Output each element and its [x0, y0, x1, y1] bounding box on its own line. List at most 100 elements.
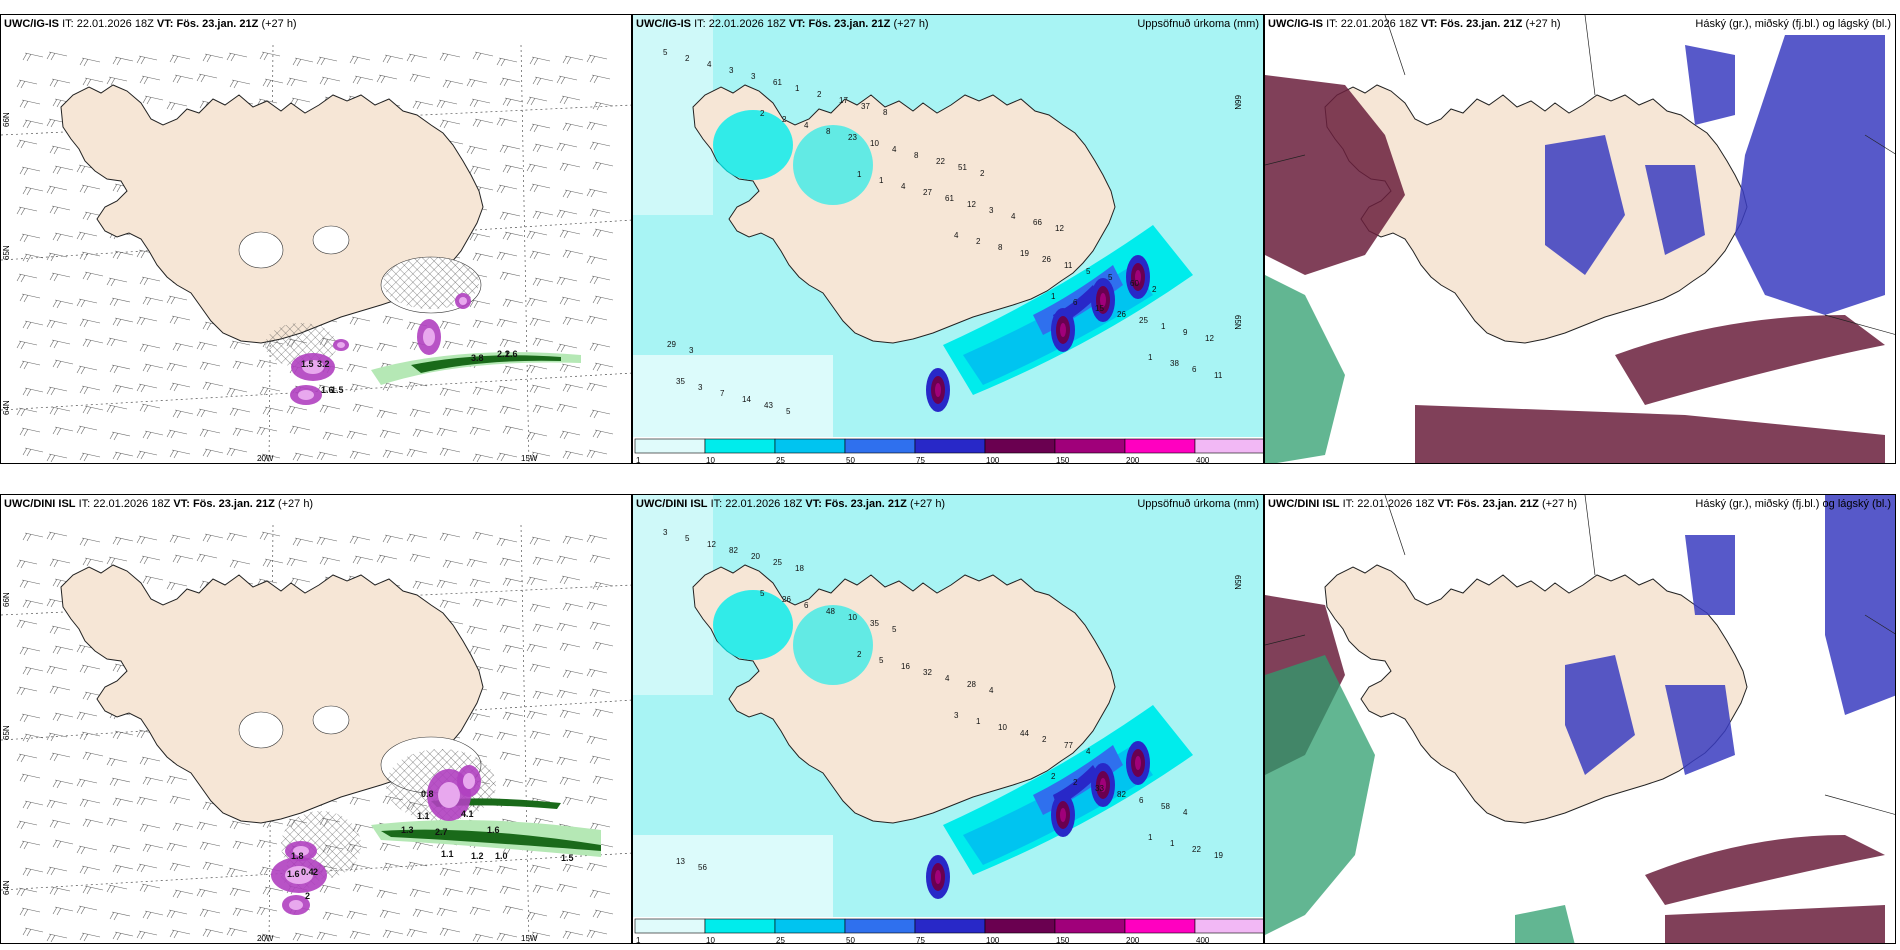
wind-barb-flag	[436, 99, 442, 108]
wind-barb-flag	[50, 454, 56, 463]
wind-barb-flag	[353, 931, 359, 940]
wind-barb-flag	[413, 554, 419, 563]
wind-barb-flag	[596, 709, 602, 718]
wind-barb	[534, 690, 554, 696]
wind-barb-flag	[409, 888, 415, 897]
wind-barb-flag	[409, 553, 415, 562]
wind-barb-flag	[406, 53, 412, 62]
wind-barb-flag	[470, 146, 476, 155]
wind-barb-flag	[286, 557, 292, 566]
convective-core	[302, 360, 324, 374]
wind-barb-flag	[499, 557, 505, 566]
wind-barb-flag	[496, 664, 502, 673]
wind-barb-flag	[79, 537, 85, 546]
precip-value-label: 1	[857, 170, 862, 179]
wind-barb-flag	[53, 559, 59, 568]
wind-barb-flag	[470, 79, 476, 88]
wind-barb	[24, 532, 44, 538]
wind-barb-flag	[353, 56, 359, 65]
wind-barb-flag	[532, 76, 538, 85]
wind-barb	[468, 339, 488, 345]
precip-cell-peak	[1100, 778, 1106, 792]
wind-barb	[54, 712, 74, 718]
wind-barb-flag	[20, 274, 26, 283]
wind-barb	[378, 409, 398, 415]
wind-barb-flag	[46, 118, 52, 127]
wind-barb-flag	[469, 426, 475, 435]
wind-barb-flag	[170, 430, 176, 439]
wind-barb	[21, 773, 41, 779]
wind-barb-flag	[233, 560, 239, 569]
wind-barb	[204, 928, 224, 934]
wind-barb-flag	[53, 273, 59, 282]
wind-barb-flag	[593, 75, 599, 84]
wind-barb-flag	[83, 319, 89, 328]
wind-barb-flag	[353, 317, 359, 326]
wind-barb	[261, 51, 281, 57]
wind-barb-flag	[113, 432, 119, 441]
wind-barb-flag	[20, 754, 26, 763]
wind-barb	[198, 888, 218, 894]
wind-barb-flag	[536, 338, 542, 347]
wind-barb	[531, 250, 551, 256]
wind-barb	[471, 645, 491, 651]
wind-barb-flag	[139, 403, 145, 412]
wind-barb	[561, 642, 581, 648]
strong-wind-band	[371, 352, 581, 385]
wind-barb	[588, 255, 608, 261]
precip-value-label: 1	[1051, 292, 1056, 301]
wind-barb-flag	[593, 622, 599, 631]
wind-barb-flag	[442, 79, 448, 88]
wind-barb	[24, 867, 44, 873]
wind-barb	[564, 863, 584, 869]
wind-barb	[51, 145, 71, 151]
wind-barb	[231, 820, 251, 826]
wind-barb-flag	[293, 426, 299, 435]
wind-barb	[111, 844, 131, 850]
wind-barb	[528, 96, 548, 102]
wind-barb-flag	[76, 778, 82, 787]
wind-barb	[318, 384, 338, 390]
wind-barb	[564, 930, 584, 936]
wind-barb-flag	[530, 298, 536, 307]
wind-barb-flag	[473, 646, 479, 655]
wind-barb-flag	[86, 886, 92, 895]
wind-barb	[561, 430, 581, 436]
wind-barb-flag	[26, 254, 32, 263]
wind-barb	[378, 889, 398, 895]
precip-value-label: 12	[1055, 224, 1064, 233]
wind-barb	[24, 186, 44, 192]
wind-barb-flag	[169, 795, 175, 804]
wind-barb-flag	[146, 297, 152, 306]
wind-barb-flag	[172, 554, 178, 563]
glacier	[312, 225, 350, 255]
wind-barb-flag	[262, 886, 268, 895]
wind-barb	[54, 299, 74, 305]
wind-barb	[354, 75, 374, 81]
wind-barb-flag	[499, 144, 505, 153]
wind-barb-flag	[50, 599, 56, 608]
wind-barb-flag	[586, 862, 592, 871]
wind-barb-flag	[590, 930, 596, 939]
wind-barb	[534, 143, 554, 149]
wind-barb	[168, 101, 188, 107]
precip-value-label: 2	[817, 90, 822, 99]
wind-barb-flag	[26, 868, 32, 877]
wind-barb-flag	[532, 623, 538, 632]
wind-barb	[504, 577, 524, 583]
wind-barb-flag	[352, 555, 358, 564]
wind-barb-flag	[259, 933, 265, 942]
panel-dini-precip: UWC/DINI ISL IT: 22.01.2026 18Z VT: Fös.…	[632, 494, 1264, 944]
wind-barb-flag	[76, 298, 82, 307]
wind-barb-flag	[379, 842, 385, 851]
precip-value-label: 3	[663, 528, 668, 537]
wind-barb-flag	[296, 58, 302, 67]
wind-barb-flag	[106, 556, 112, 565]
iceland-coastline	[60, 564, 484, 824]
wind-barb	[321, 556, 341, 562]
wind-barb-flag	[470, 407, 476, 416]
wind-barb	[48, 531, 68, 537]
wind-barb-flag	[473, 907, 479, 916]
wind-barb	[471, 165, 491, 171]
wind-barb-flag	[533, 57, 539, 66]
